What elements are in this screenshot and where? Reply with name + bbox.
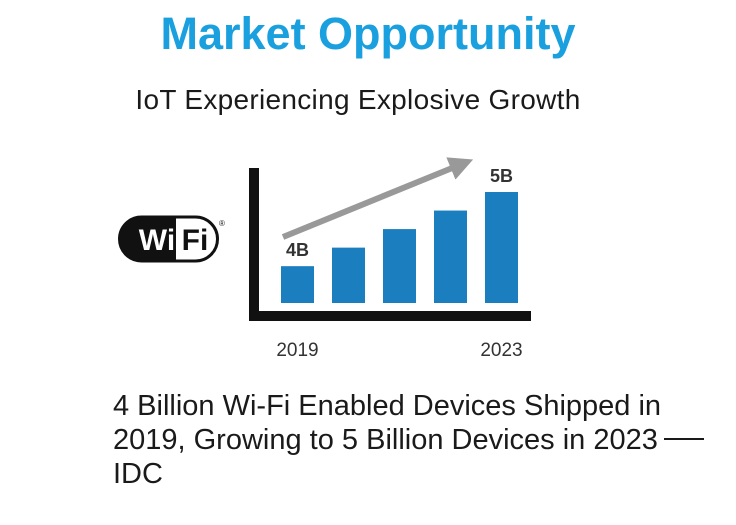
caption-source: IDC [113, 458, 163, 490]
slide-subtitle: IoT Experiencing Explosive Growth [135, 84, 581, 115]
wifi-logo-right-text: Fi [182, 224, 209, 257]
bar-3 [383, 229, 416, 303]
caption-main-text: 4 Billion Wi-Fi Enabled Devices Shipped … [113, 390, 662, 456]
caption: 4 Billion Wi-Fi Enabled Devices Shipped … [113, 389, 713, 491]
bar-5 [485, 192, 518, 303]
wifi-logo-registered-mark: ® [219, 219, 225, 228]
bar-4 [434, 210, 467, 303]
bar-1 [281, 266, 314, 303]
wifi-logo: Wi Fi ® [118, 215, 225, 263]
em-dash [663, 438, 704, 441]
data-label-1: 4B [286, 240, 309, 260]
slide-title: Market Opportunity [160, 8, 576, 59]
trend-arrow [281, 157, 474, 240]
wifi-logo-left-text: Wi [139, 224, 175, 257]
x-tick-label-2023: 2023 [480, 340, 522, 361]
x-tick-label-2019: 2019 [276, 340, 318, 361]
data-label-5: 5B [490, 166, 513, 186]
bar-2 [332, 247, 365, 303]
